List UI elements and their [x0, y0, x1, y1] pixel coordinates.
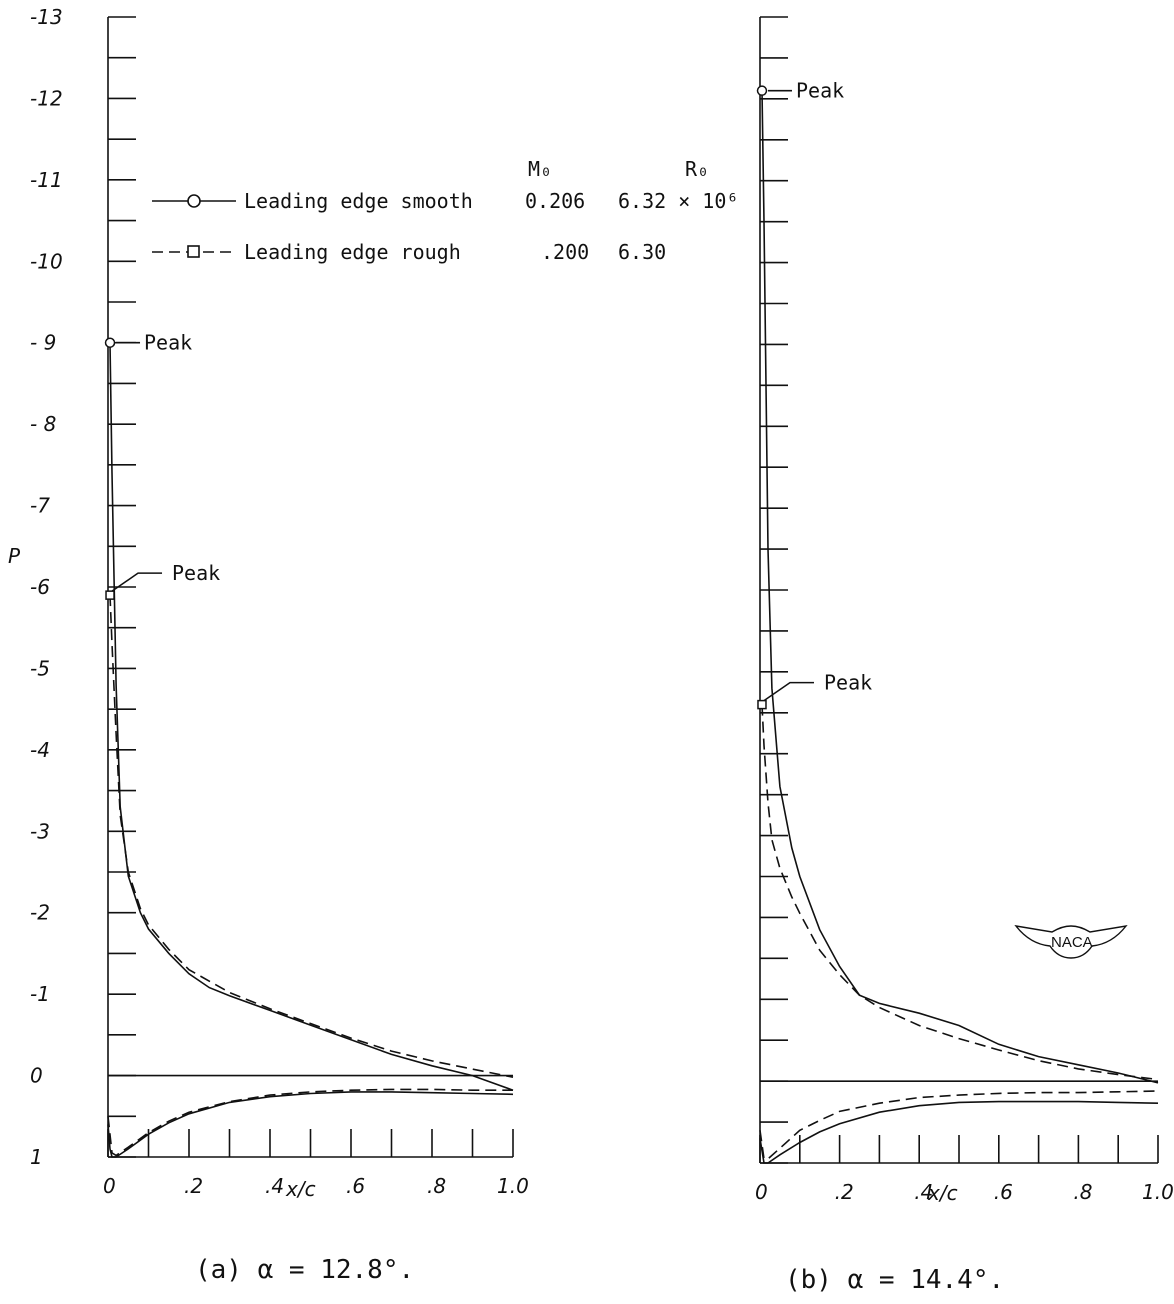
y-tick-label: -11	[30, 168, 63, 192]
x-axis-title: x/c	[285, 1177, 316, 1201]
legend-rough-square-marker	[187, 245, 200, 258]
naca-logo-wings	[1014, 925, 1128, 959]
x-tick-label: .6	[994, 1180, 1013, 1204]
legend: M₀ R₀ Leading edge smooth 0.206 6.32 × 1…	[152, 157, 738, 264]
y-tick-label: -6	[30, 575, 50, 599]
panel-a-chart: -13-12-11-10- 9- 8-7-6-5-4-3-2-1010.2.4.…	[8, 5, 529, 1285]
y-tick-label: -13	[30, 5, 63, 29]
x-tick-label: .8	[427, 1174, 446, 1198]
y-tick-label: 0	[30, 1064, 43, 1088]
legend-header-mach: M₀	[528, 157, 552, 181]
peak-leader-line	[763, 681, 814, 702]
series-rough-upper-curve	[109, 595, 514, 1078]
peak-circle-marker	[104, 337, 116, 348]
legend-rough-mach: .200	[541, 240, 589, 264]
y-tick-label: - 9	[30, 331, 56, 355]
peak-annotation-label: Peak	[172, 561, 220, 585]
peak-annotation-label: Peak	[824, 671, 872, 695]
legend-smooth-reynolds: 6.32 × 10⁶	[618, 189, 738, 213]
series-smooth-upper-curve	[761, 90, 1159, 1084]
legend-header-reynolds: R₀	[685, 157, 709, 181]
y-tick-label: 1	[30, 1145, 43, 1169]
y-tick-label: -2	[30, 901, 50, 925]
series-smooth-upper-curve	[109, 342, 514, 1091]
peak-annotation-label: Peak	[796, 79, 844, 103]
series-rough-lower-curve	[107, 1088, 513, 1157]
legend-rough-label: Leading edge rough	[244, 240, 461, 264]
panel-b-chart: 0 .2 .4 .6 .8 1.0 x/c Peak Peak (b) α = 14.4°.	[755, 16, 1174, 1295]
peak-annotation-label: Peak	[144, 331, 192, 355]
peak-leader-line	[111, 572, 163, 592]
legend-smooth-circle-marker	[187, 194, 201, 208]
y-tick-label: - 8	[30, 412, 56, 436]
naca-logo-text: NACA	[1051, 934, 1093, 951]
x-tick-label: .2	[184, 1174, 203, 1198]
series-rough-lower-curve	[759, 1090, 1159, 1160]
x-tick-label: 1.0	[1142, 1180, 1174, 1204]
legend-smooth-label: Leading edge smooth	[244, 189, 473, 213]
x-tick-label: .4	[914, 1180, 933, 1204]
y-tick-label: -1	[30, 982, 50, 1006]
x-tick-label: .6	[346, 1174, 365, 1198]
x-tick-label: .2	[835, 1180, 854, 1204]
x-axis-title: x/c	[927, 1181, 958, 1205]
naca-logo: NACA	[1014, 925, 1128, 959]
x-tick-label: 1.0	[497, 1174, 529, 1198]
peak-square-marker	[105, 590, 115, 600]
y-tick-label: -5	[30, 656, 50, 680]
y-tick-label: -3	[30, 819, 50, 843]
legend-rough-reynolds: 6.30	[618, 240, 666, 264]
x-tick-label: 0	[103, 1174, 116, 1198]
x-tick-label: .4	[265, 1174, 284, 1198]
y-tick-label: -7	[30, 494, 50, 518]
series-smooth-lower-curve	[759, 1100, 1159, 1164]
y-axis-title: P	[8, 544, 21, 568]
y-tick-label: -10	[30, 249, 63, 273]
peak-circle-marker	[756, 85, 768, 96]
y-tick-label: -12	[30, 86, 63, 110]
x-tick-label: 0	[755, 1180, 768, 1204]
panel-caption: (b) α = 14.4°.	[785, 1265, 1004, 1295]
peak-square-marker	[757, 699, 767, 710]
y-tick-label: -4	[30, 738, 50, 762]
panel-caption: (a) α = 12.8°.	[195, 1255, 414, 1285]
legend-smooth-mach: 0.206	[525, 189, 585, 213]
x-tick-label: .8	[1073, 1180, 1092, 1204]
series-smooth-lower-curve	[107, 1091, 514, 1158]
series-rough-upper-curve	[761, 704, 1159, 1081]
